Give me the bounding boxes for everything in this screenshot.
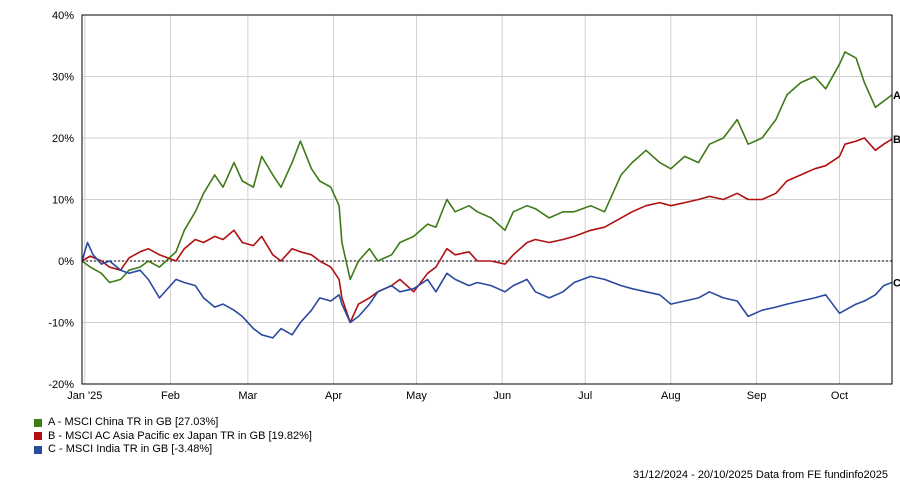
x-tick-label: Mar [238, 390, 257, 402]
plot-frame [81, 14, 893, 385]
legend-swatch-b [34, 432, 42, 441]
legend-item-b: B - MSCI AC Asia Pacific ex Japan TR in … [34, 430, 312, 444]
x-tick-label: Aug [661, 390, 681, 402]
performance-line-chart: -20% -10% 0% 10% 20% 30% 40% Jan '25 Feb Mar Apr M… [48, 10, 900, 402]
y-tick-label: 20% [52, 133, 74, 145]
series-end-label-c: C [893, 277, 900, 289]
x-tick-label: Feb [161, 390, 180, 402]
y-tick-label: 0% [58, 256, 74, 268]
y-tick-label: -20% [48, 379, 74, 391]
series-end-label-b: B [893, 134, 900, 146]
x-tick-label: Jun [493, 390, 511, 402]
legend-swatch-c [34, 445, 42, 454]
series-lines [81, 51, 893, 339]
data-source-footer: 31/12/2024 - 20/10/2025 Data from FE fun… [632, 469, 888, 481]
x-tick-label: Oct [831, 390, 848, 402]
y-tick-label: -10% [48, 318, 74, 330]
grid-lines [82, 14, 892, 385]
y-tick-label: 40% [52, 10, 74, 22]
series-line-b [81, 137, 893, 324]
x-tick-label: Apr [325, 390, 342, 402]
x-axis-tick-labels: Jan '25 Feb Mar Apr May Jun Jul Aug Sep Oct [67, 390, 848, 402]
x-tick-label: May [406, 390, 427, 402]
legend: A - MSCI China TR in GB [27.03%] B - MSC… [34, 416, 312, 457]
x-tick-label: Jan '25 [67, 390, 102, 402]
legend-item-c: C - MSCI India TR in GB [-3.48%] [34, 443, 312, 457]
series-line-c [81, 241, 893, 339]
x-tick-label: Jul [578, 390, 592, 402]
legend-label-c: C - MSCI India TR in GB [-3.48%] [48, 443, 213, 455]
legend-label-a: A - MSCI China TR in GB [27.03%] [48, 416, 219, 428]
legend-swatch-a [34, 418, 42, 427]
y-axis-tick-labels: -20% -10% 0% 10% 20% 30% 40% [48, 10, 74, 391]
series-end-label-a: A [893, 90, 900, 102]
legend-label-b: B - MSCI AC Asia Pacific ex Japan TR in … [48, 429, 312, 442]
legend-item-a: A - MSCI China TR in GB [27.03%] [34, 416, 312, 430]
x-tick-label: Sep [747, 390, 767, 402]
y-tick-label: 10% [52, 195, 74, 207]
series-line-a [81, 51, 893, 284]
series-end-labels: A B C [893, 90, 900, 290]
y-tick-label: 30% [52, 72, 74, 84]
